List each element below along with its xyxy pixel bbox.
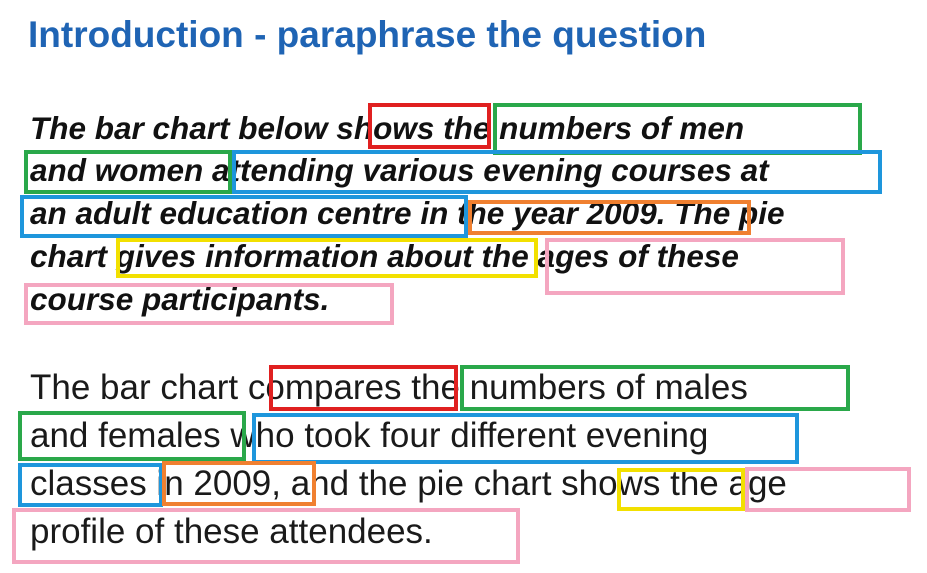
answer-line-4: profile of these attendees. [30, 512, 433, 551]
question-line-2: and women attending various evening cour… [30, 152, 769, 188]
question-line-3: an adult education centre in the year 20… [30, 195, 785, 231]
question-line-1: The bar chart below shows the numbers of… [30, 110, 745, 146]
question-line-5: course participants. [30, 281, 330, 317]
answer-line-1: The bar chart compares the numbers of ma… [30, 368, 748, 407]
answer-line-3: classes in 2009, and the pie chart shows… [30, 464, 787, 503]
page-title: Introduction - paraphrase the question [28, 14, 707, 55]
question-line-4: chart gives information about the ages o… [30, 238, 739, 274]
answer-line-2: and females who took four different even… [30, 416, 709, 455]
